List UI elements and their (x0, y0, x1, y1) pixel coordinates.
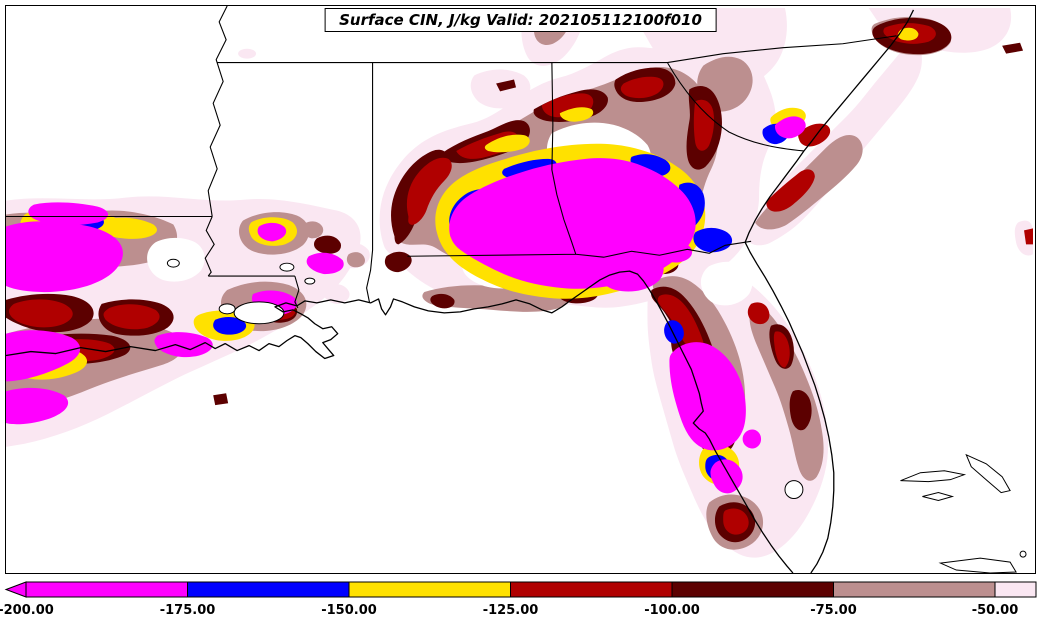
colorbar-segment (510, 581, 673, 598)
colorbar-tick-label: -100.00 (644, 603, 700, 618)
islands (900, 453, 1027, 573)
coastline (6, 9, 915, 573)
island (965, 453, 1011, 494)
colorbar-segment (25, 581, 188, 598)
lakes (166, 258, 804, 500)
colorbar-tick-label: -75.00 (810, 603, 857, 618)
contour-blob (6, 17, 1024, 543)
colorbar-tick-label: -150.00 (321, 603, 377, 618)
state-borders (6, 6, 897, 309)
colorbar-segment (187, 581, 350, 598)
island (900, 470, 967, 483)
lake-okeechobee (784, 480, 804, 500)
colorbar: -200.00 -175.00 -150.00 -125.00 -100.00 … (0, 581, 1037, 618)
island (938, 557, 1017, 573)
map-title: Surface CIN, J/kg Valid: 202105112100f01… (339, 11, 702, 29)
colorbar-segment (348, 581, 511, 598)
colorbar-segment (833, 581, 996, 598)
contour-blob (238, 48, 257, 59)
contour-layer-maroon (6, 17, 1024, 543)
colorbar-tick-label: -175.00 (160, 603, 216, 618)
small-lake (279, 262, 295, 272)
lake-pontchartrain (233, 301, 285, 325)
colorbar-segment (671, 581, 834, 598)
colorbar-segments (25, 581, 1037, 598)
contour-blob (6, 116, 806, 494)
island (922, 492, 955, 502)
colorbar-extend-arrow (4, 581, 27, 598)
map-title-box: Surface CIN, J/kg Valid: 202105112100f01… (324, 8, 717, 32)
colorbar-tick-label: -50.00 (972, 603, 1019, 618)
lake-maurepas (218, 303, 236, 315)
colorbar-tick-labels: -200.00 -175.00 -150.00 -125.00 -100.00 … (0, 603, 1018, 618)
island (1019, 550, 1027, 558)
small-lake (166, 258, 180, 268)
colorbar-tick-label: -125.00 (483, 603, 539, 618)
map-frame: Surface CIN, J/kg Valid: 202105112100f01… (5, 5, 1036, 574)
colorbar-segment (994, 581, 1037, 598)
contour-layer-magenta (6, 116, 806, 494)
map-canvas (6, 6, 1034, 573)
small-lake (304, 277, 316, 285)
colorbar-tick-label: -200.00 (0, 603, 54, 618)
